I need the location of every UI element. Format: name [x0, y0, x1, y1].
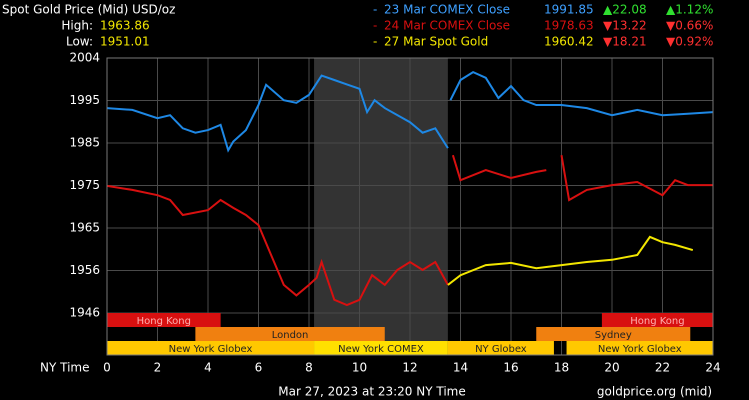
x-tick-label: 0 [103, 361, 111, 375]
chart-title: Spot Gold Price (Mid) USD/oz [2, 3, 175, 17]
high-label: High: [61, 19, 93, 33]
session-label: Hong Kong [630, 316, 684, 327]
shaded-session [314, 58, 448, 355]
y-tick-label: 1975 [69, 178, 100, 192]
price-line [449, 70, 714, 117]
session-bar [566, 341, 713, 355]
legend-name: 23 Mar COMEX Close [384, 3, 510, 17]
legend-change: ▼18.21 [603, 35, 647, 49]
price-line [106, 74, 449, 153]
legend-price: 1960.42 [544, 35, 594, 49]
session-label: London [272, 330, 309, 341]
y-tick-label: 1956 [69, 263, 100, 277]
session-bar [107, 341, 315, 355]
x-tick-label: 4 [204, 361, 212, 375]
x-tick-label: 20 [604, 361, 619, 375]
legend-price: 1978.63 [544, 19, 594, 33]
session-bar [601, 313, 713, 327]
x-tick-label: 18 [554, 361, 569, 375]
price-line [560, 155, 713, 202]
session-bar [314, 341, 448, 355]
legend-name: 27 Mar Spot Gold [384, 35, 488, 49]
y-tick-label: 1946 [69, 306, 100, 320]
session-label: Sydney [595, 330, 632, 341]
legend-price: 1991.85 [544, 3, 594, 17]
y-tick-label: 1985 [69, 135, 100, 149]
x-tick-label: 6 [255, 361, 263, 375]
legend-dash: - [373, 35, 377, 49]
legend-pct: ▼0.92% [666, 35, 713, 49]
plot-border [106, 57, 714, 356]
x-tick-label: 2 [154, 361, 162, 375]
x-tick-label: 14 [453, 361, 468, 375]
price-line [451, 154, 547, 182]
x-tick-label: 22 [655, 361, 670, 375]
session-label: NY Globex [475, 344, 527, 355]
x-tick-label: 16 [503, 361, 518, 375]
y-tick-label: 1995 [69, 93, 100, 107]
session-label: New York COMEX [338, 344, 424, 355]
session-label: New York Globex [598, 344, 682, 355]
session-label: New York Globex [169, 344, 253, 355]
legend-name: 24 Mar COMEX Close [384, 19, 510, 33]
x-tick-label: 12 [402, 361, 417, 375]
legend-pct: ▲1.12% [666, 3, 713, 17]
footer-source: goldprice.org (mid) [597, 385, 712, 399]
legend-dash: - [373, 19, 377, 33]
footer-timestamp: Mar 27, 2023 at 23:20 NY Time [278, 385, 465, 399]
session-bar [536, 327, 691, 341]
x-axis-label: NY Time [40, 361, 90, 375]
legend-change: ▼13.22 [603, 19, 647, 33]
price-line [106, 184, 449, 307]
session-bar [107, 313, 221, 327]
high-value: 1963.86 [100, 19, 150, 33]
x-tick-label: 10 [352, 361, 367, 375]
y-tick-label: 2004 [69, 51, 100, 65]
x-tick-label: 24 [705, 361, 720, 375]
low-label: Low: [66, 35, 93, 49]
y-tick-label: 1965 [69, 221, 100, 235]
low-value: 1951.01 [100, 35, 150, 49]
legend-change: ▲22.08 [603, 3, 647, 17]
session-bar [447, 341, 554, 355]
session-bar [195, 327, 385, 341]
legend-dash: - [373, 3, 377, 17]
session-label: Hong Kong [137, 316, 191, 327]
price-line [447, 235, 694, 286]
x-tick-label: 8 [305, 361, 313, 375]
legend-pct: ▼0.66% [666, 19, 713, 33]
